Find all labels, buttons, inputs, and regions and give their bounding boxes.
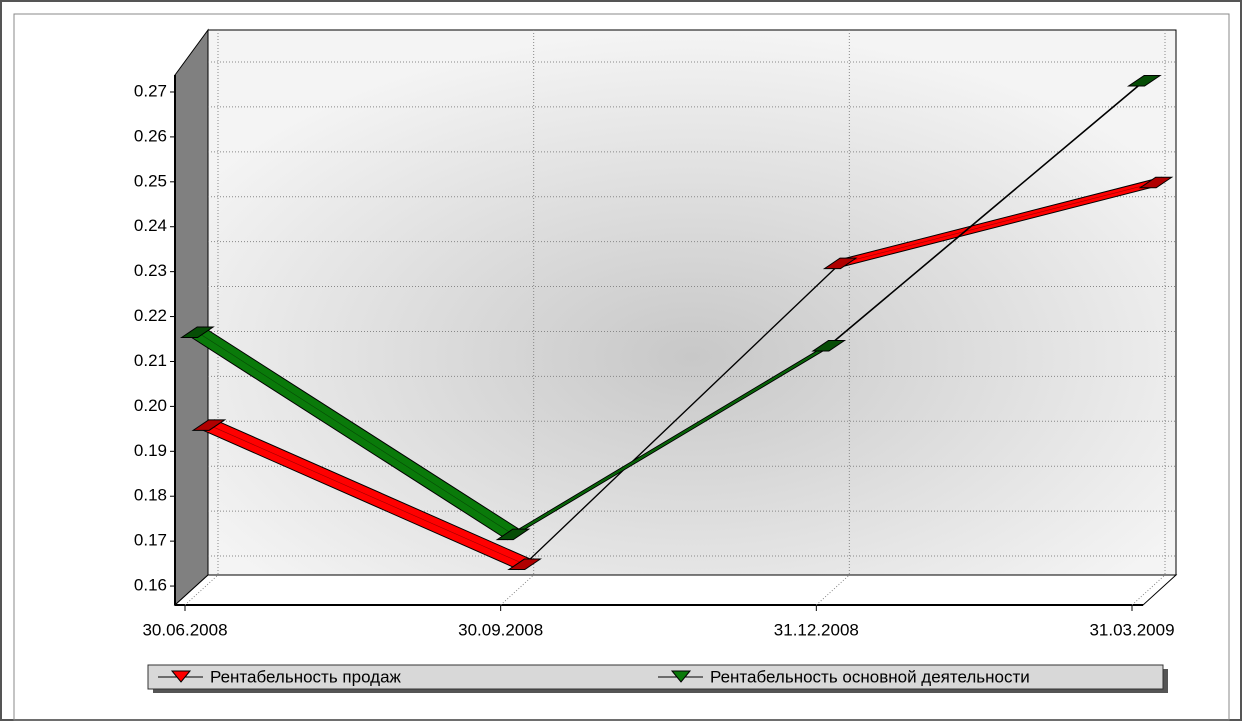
y-tick-label: 0.24 <box>134 216 167 235</box>
y-tick-label: 0.19 <box>134 441 167 460</box>
y-tick-label: 0.25 <box>134 171 167 190</box>
series-line <box>208 182 1157 565</box>
y-tick-label: 0.17 <box>134 531 167 550</box>
inner-frame <box>13 13 1230 721</box>
marker <box>1138 176 1174 189</box>
marker <box>822 257 858 270</box>
x-tick-label: 31.12.2008 <box>774 620 859 639</box>
marker <box>495 528 531 541</box>
legend-marker <box>170 670 192 683</box>
marker <box>507 558 543 571</box>
y-tick-label: 0.18 <box>134 486 167 505</box>
marker <box>811 339 847 352</box>
legend-label: Рентабельность продаж <box>210 667 402 686</box>
y-tick-label: 0.22 <box>134 306 167 325</box>
legend-marker <box>670 670 692 683</box>
y-tick-label: 0.16 <box>134 576 167 595</box>
y-tick-label: 0.26 <box>134 126 167 145</box>
marker <box>1126 74 1162 87</box>
y-tick-label: 0.21 <box>134 351 167 370</box>
y-tick-label: 0.23 <box>134 261 167 280</box>
x-tick-label: 30.09.2008 <box>458 620 543 639</box>
plot-area: 0.16 0.17 0.18 0.19 0.20 0.21 0.22 0.23 0.24 0.25… <box>134 28 1178 639</box>
series-line <box>197 80 1145 535</box>
x-tick-label: 31.03.2009 <box>1089 620 1174 639</box>
marker <box>179 326 215 339</box>
marker <box>191 419 227 431</box>
y-tick-label: 0.27 <box>134 81 167 100</box>
floor <box>173 574 1178 606</box>
legend-label: Рентабельность основной деятельности <box>710 667 1030 686</box>
y-tick-label: 0.20 <box>134 396 167 415</box>
side-wall <box>174 28 209 607</box>
legend <box>147 664 1164 690</box>
x-tick-label: 30.06.2008 <box>142 620 227 639</box>
